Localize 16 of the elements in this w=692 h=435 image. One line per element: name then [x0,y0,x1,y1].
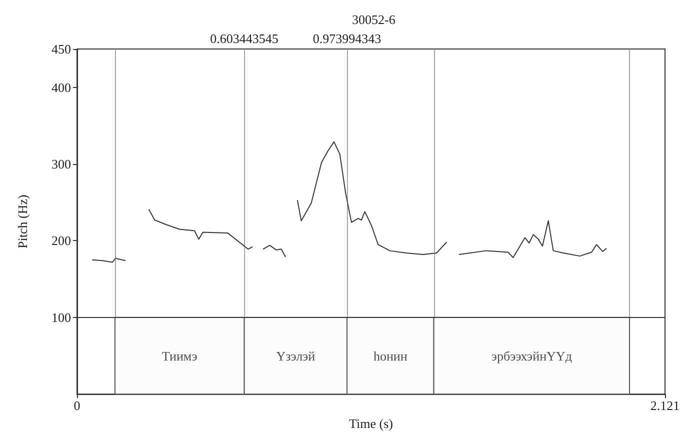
x-axis-title: Time (s) [349,416,393,431]
y-tick-label: 450 [52,42,71,56]
y-tick-label: 300 [52,156,71,172]
ref-line-label: 0.973994343 [312,31,382,46]
y-tick-label: 100 [52,310,71,325]
x-tick-label: 0 [74,398,80,414]
x-tick-label: 2.121 [650,398,680,414]
y-tick-label: 200 [52,233,71,248]
y-axis-title: Pitch (Hz) [15,194,30,248]
text: 30052-6 [352,12,396,27]
y-tick-label: 400 [52,80,71,95]
band-label: эрбээхэйнҮҮд [491,348,572,364]
band-label: Тиимэ [162,348,198,364]
band-label: Үзэлэй [276,348,316,364]
ref-line-label: 0.603443545 [210,31,278,46]
band-label: һонин [373,348,408,364]
